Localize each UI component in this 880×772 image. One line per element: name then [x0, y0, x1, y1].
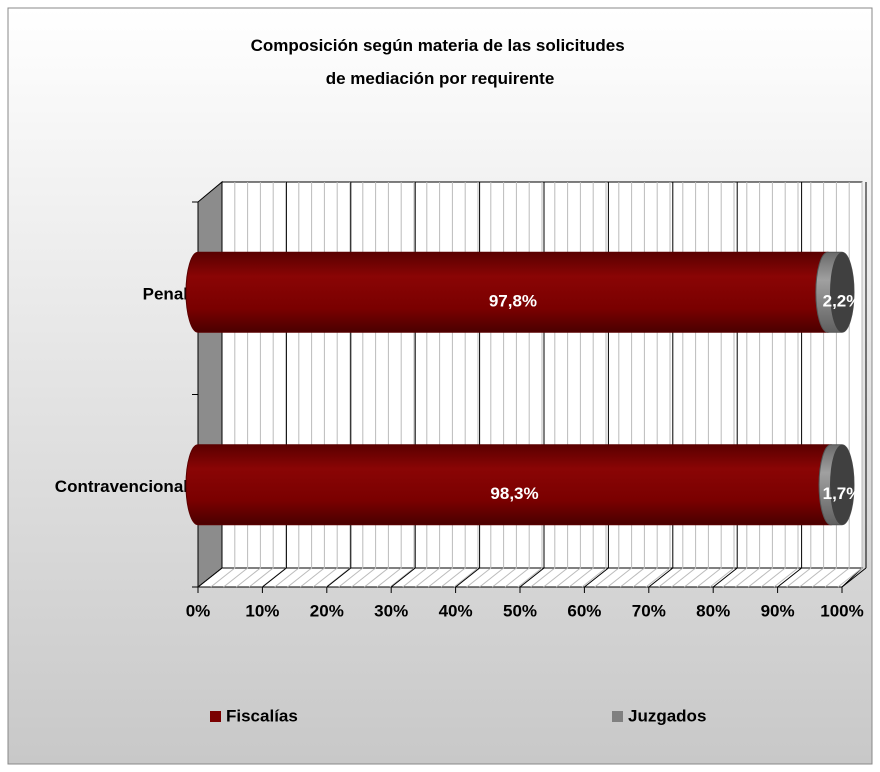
minor-floor: [428, 567, 453, 588]
minor-floor: [645, 567, 671, 588]
y-tick-label: Contravencional: [55, 477, 188, 496]
x-tick-label: 60%: [567, 601, 601, 620]
minor-floor: [504, 567, 530, 588]
minor-floor: [492, 567, 517, 588]
chart-title: Composición según materia de las solicit…: [251, 36, 630, 88]
side-wall: [197, 180, 223, 589]
floor-grid-line: [777, 567, 802, 588]
minor-floor: [287, 567, 312, 588]
minor-floor: [735, 567, 760, 588]
minor-floor: [210, 567, 236, 588]
x-tick-label: 0%: [186, 601, 211, 620]
data-label: 97,8%: [489, 292, 537, 311]
floor-grid-line: [326, 567, 352, 588]
minor-floor: [274, 567, 300, 588]
y-tick-label: Penal: [143, 285, 188, 304]
minor-floor: [568, 567, 594, 588]
bar-end-cap: [830, 252, 854, 333]
minor-floor: [248, 567, 274, 588]
floor-grid-line: [455, 567, 480, 588]
minor-floor: [543, 567, 568, 588]
minor-floor: [620, 567, 645, 588]
bar-end-cap: [830, 444, 854, 525]
minor-floor: [338, 567, 364, 588]
minor-floor: [402, 567, 428, 588]
minor-floor: [837, 567, 863, 588]
minor-floor: [658, 567, 684, 588]
minor-floor: [594, 567, 620, 588]
floor-grid-line: [712, 567, 738, 588]
minor-floor: [376, 567, 402, 588]
data-label: 2,2%: [823, 292, 862, 311]
floor-grid-line: [262, 567, 287, 588]
minor-floor: [300, 567, 325, 588]
x-tick-label: 50%: [503, 601, 537, 620]
minor-floor: [760, 567, 786, 588]
minor-floor: [364, 567, 389, 588]
minor-floor: [466, 567, 492, 588]
title-line: de mediación por requirente: [326, 69, 555, 88]
floor-grid-line: [584, 567, 609, 588]
floor-grid-line: [390, 567, 416, 588]
minor-floor: [440, 567, 466, 588]
x-tick-label: 20%: [310, 601, 344, 620]
minor-floor: [671, 567, 696, 588]
x-tick-label: 40%: [439, 601, 473, 620]
legend-swatch: [210, 711, 221, 722]
minor-floor: [517, 567, 543, 588]
minor-floor: [607, 567, 632, 588]
minor-floor: [415, 567, 440, 588]
minor-floor: [479, 567, 504, 588]
minor-floor: [581, 567, 607, 588]
data-label: 1,7%: [823, 484, 862, 503]
title-line: Composición según materia de las solicit…: [251, 36, 625, 55]
minor-floor: [632, 567, 658, 588]
legend-label: Fiscalías: [226, 706, 298, 725]
data-label: 98,3%: [490, 484, 538, 503]
minor-floor: [799, 567, 824, 588]
minor-floor: [709, 567, 735, 588]
legend-label: Juzgados: [628, 706, 706, 725]
minor-floor: [236, 567, 261, 588]
minor-floor: [696, 567, 722, 588]
floor-grid-line: [197, 567, 223, 588]
minor-floor: [530, 567, 556, 588]
minor-floor: [389, 567, 415, 588]
minor-floor: [351, 567, 376, 588]
minor-floor: [556, 567, 581, 588]
minor-floor: [748, 567, 773, 588]
minor-floor: [312, 567, 338, 588]
minor-floor: [684, 567, 709, 588]
floor-grid-line: [841, 567, 867, 588]
minor-floor: [722, 567, 748, 588]
x-tick-label: 30%: [374, 601, 408, 620]
x-tick-label: 80%: [696, 601, 730, 620]
x-tick-label: 100%: [820, 601, 863, 620]
minor-floor: [786, 567, 812, 588]
floor-grid-line: [519, 567, 545, 588]
minor-floor: [773, 567, 799, 588]
floor-grid-line: [648, 567, 674, 588]
x-tick-label: 10%: [245, 601, 279, 620]
minor-floor: [824, 567, 850, 588]
legend-swatch: [612, 711, 623, 722]
minor-floor: [453, 567, 479, 588]
minor-floor: [812, 567, 837, 588]
minor-floor: [223, 567, 248, 588]
x-tick-label: 70%: [632, 601, 666, 620]
x-tick-label: 90%: [761, 601, 795, 620]
